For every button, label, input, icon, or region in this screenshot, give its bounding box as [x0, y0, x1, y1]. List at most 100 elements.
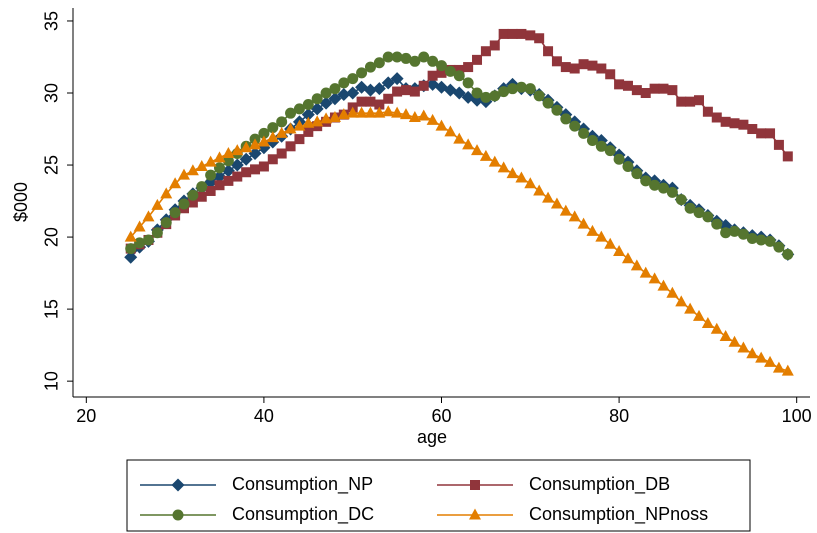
marker	[711, 218, 723, 230]
marker	[124, 230, 137, 242]
marker	[408, 110, 421, 122]
marker	[586, 135, 598, 147]
marker	[444, 125, 457, 137]
marker	[640, 175, 652, 187]
marker	[293, 103, 305, 115]
marker	[177, 168, 190, 180]
marker	[328, 110, 341, 122]
marker	[267, 122, 279, 134]
marker	[569, 120, 581, 132]
marker	[596, 63, 607, 74]
y-tick-label: 10	[42, 371, 62, 391]
y-tick-label: 35	[42, 11, 62, 31]
y-tick-label: 25	[42, 155, 62, 175]
marker	[756, 128, 767, 139]
marker	[435, 119, 448, 131]
marker	[392, 86, 403, 97]
marker	[187, 189, 199, 201]
legend-marker	[470, 480, 480, 490]
marker	[257, 135, 270, 147]
marker	[204, 155, 217, 167]
marker	[364, 61, 376, 73]
marker	[338, 77, 350, 89]
marker	[755, 351, 768, 363]
marker	[630, 259, 643, 271]
marker	[507, 28, 518, 39]
marker	[134, 237, 146, 249]
marker	[622, 80, 633, 91]
marker	[239, 152, 253, 166]
marker	[169, 177, 182, 189]
marker	[533, 184, 546, 196]
marker	[613, 244, 626, 256]
marker	[605, 69, 616, 80]
marker	[276, 116, 288, 128]
marker	[666, 286, 679, 298]
marker	[453, 132, 466, 144]
marker	[463, 62, 474, 73]
marker	[702, 211, 714, 223]
marker	[560, 62, 571, 73]
x-axis-label: age	[417, 427, 447, 447]
marker	[356, 96, 367, 107]
x-tick-label: 80	[609, 406, 629, 426]
y-axis-label: $000	[11, 182, 31, 222]
marker	[711, 112, 722, 123]
marker	[693, 207, 705, 219]
marker	[747, 124, 758, 135]
y-tick-label: 15	[42, 299, 62, 319]
marker	[702, 106, 713, 117]
marker	[640, 88, 651, 99]
marker	[720, 227, 732, 239]
legend-marker	[172, 509, 184, 521]
marker	[372, 82, 386, 96]
marker	[365, 96, 376, 107]
marker	[436, 60, 447, 72]
marker	[294, 134, 305, 145]
marker	[737, 228, 749, 240]
legend-label: Consumption_DB	[529, 474, 670, 495]
marker	[436, 67, 447, 78]
marker	[320, 112, 333, 124]
marker	[480, 91, 492, 103]
marker	[417, 109, 430, 121]
marker	[622, 160, 634, 172]
marker	[258, 161, 269, 172]
marker	[285, 141, 296, 152]
marker	[232, 171, 243, 182]
marker	[684, 302, 697, 314]
marker	[303, 126, 314, 137]
marker	[729, 118, 740, 129]
marker	[533, 90, 545, 102]
marker	[489, 40, 500, 51]
marker	[169, 207, 181, 219]
marker	[631, 168, 643, 180]
legend-label: Consumption_NPnoss	[529, 504, 708, 525]
marker	[550, 197, 563, 209]
marker	[337, 87, 351, 101]
marker	[746, 233, 758, 245]
marker	[355, 106, 368, 118]
marker	[543, 46, 554, 57]
marker	[409, 55, 421, 67]
marker	[363, 83, 377, 97]
marker	[230, 158, 244, 172]
marker	[657, 279, 670, 291]
marker	[710, 322, 723, 334]
marker	[613, 153, 625, 165]
marker	[764, 355, 777, 367]
legend-label: Consumption_DC	[232, 504, 374, 525]
marker	[381, 76, 395, 90]
marker	[293, 119, 306, 131]
marker	[524, 177, 537, 189]
marker	[418, 80, 429, 91]
marker	[498, 86, 510, 98]
marker	[568, 210, 581, 222]
marker	[462, 77, 474, 89]
marker	[675, 295, 688, 307]
marker	[560, 113, 572, 125]
marker	[124, 250, 138, 264]
marker	[142, 210, 155, 222]
marker	[187, 197, 198, 208]
